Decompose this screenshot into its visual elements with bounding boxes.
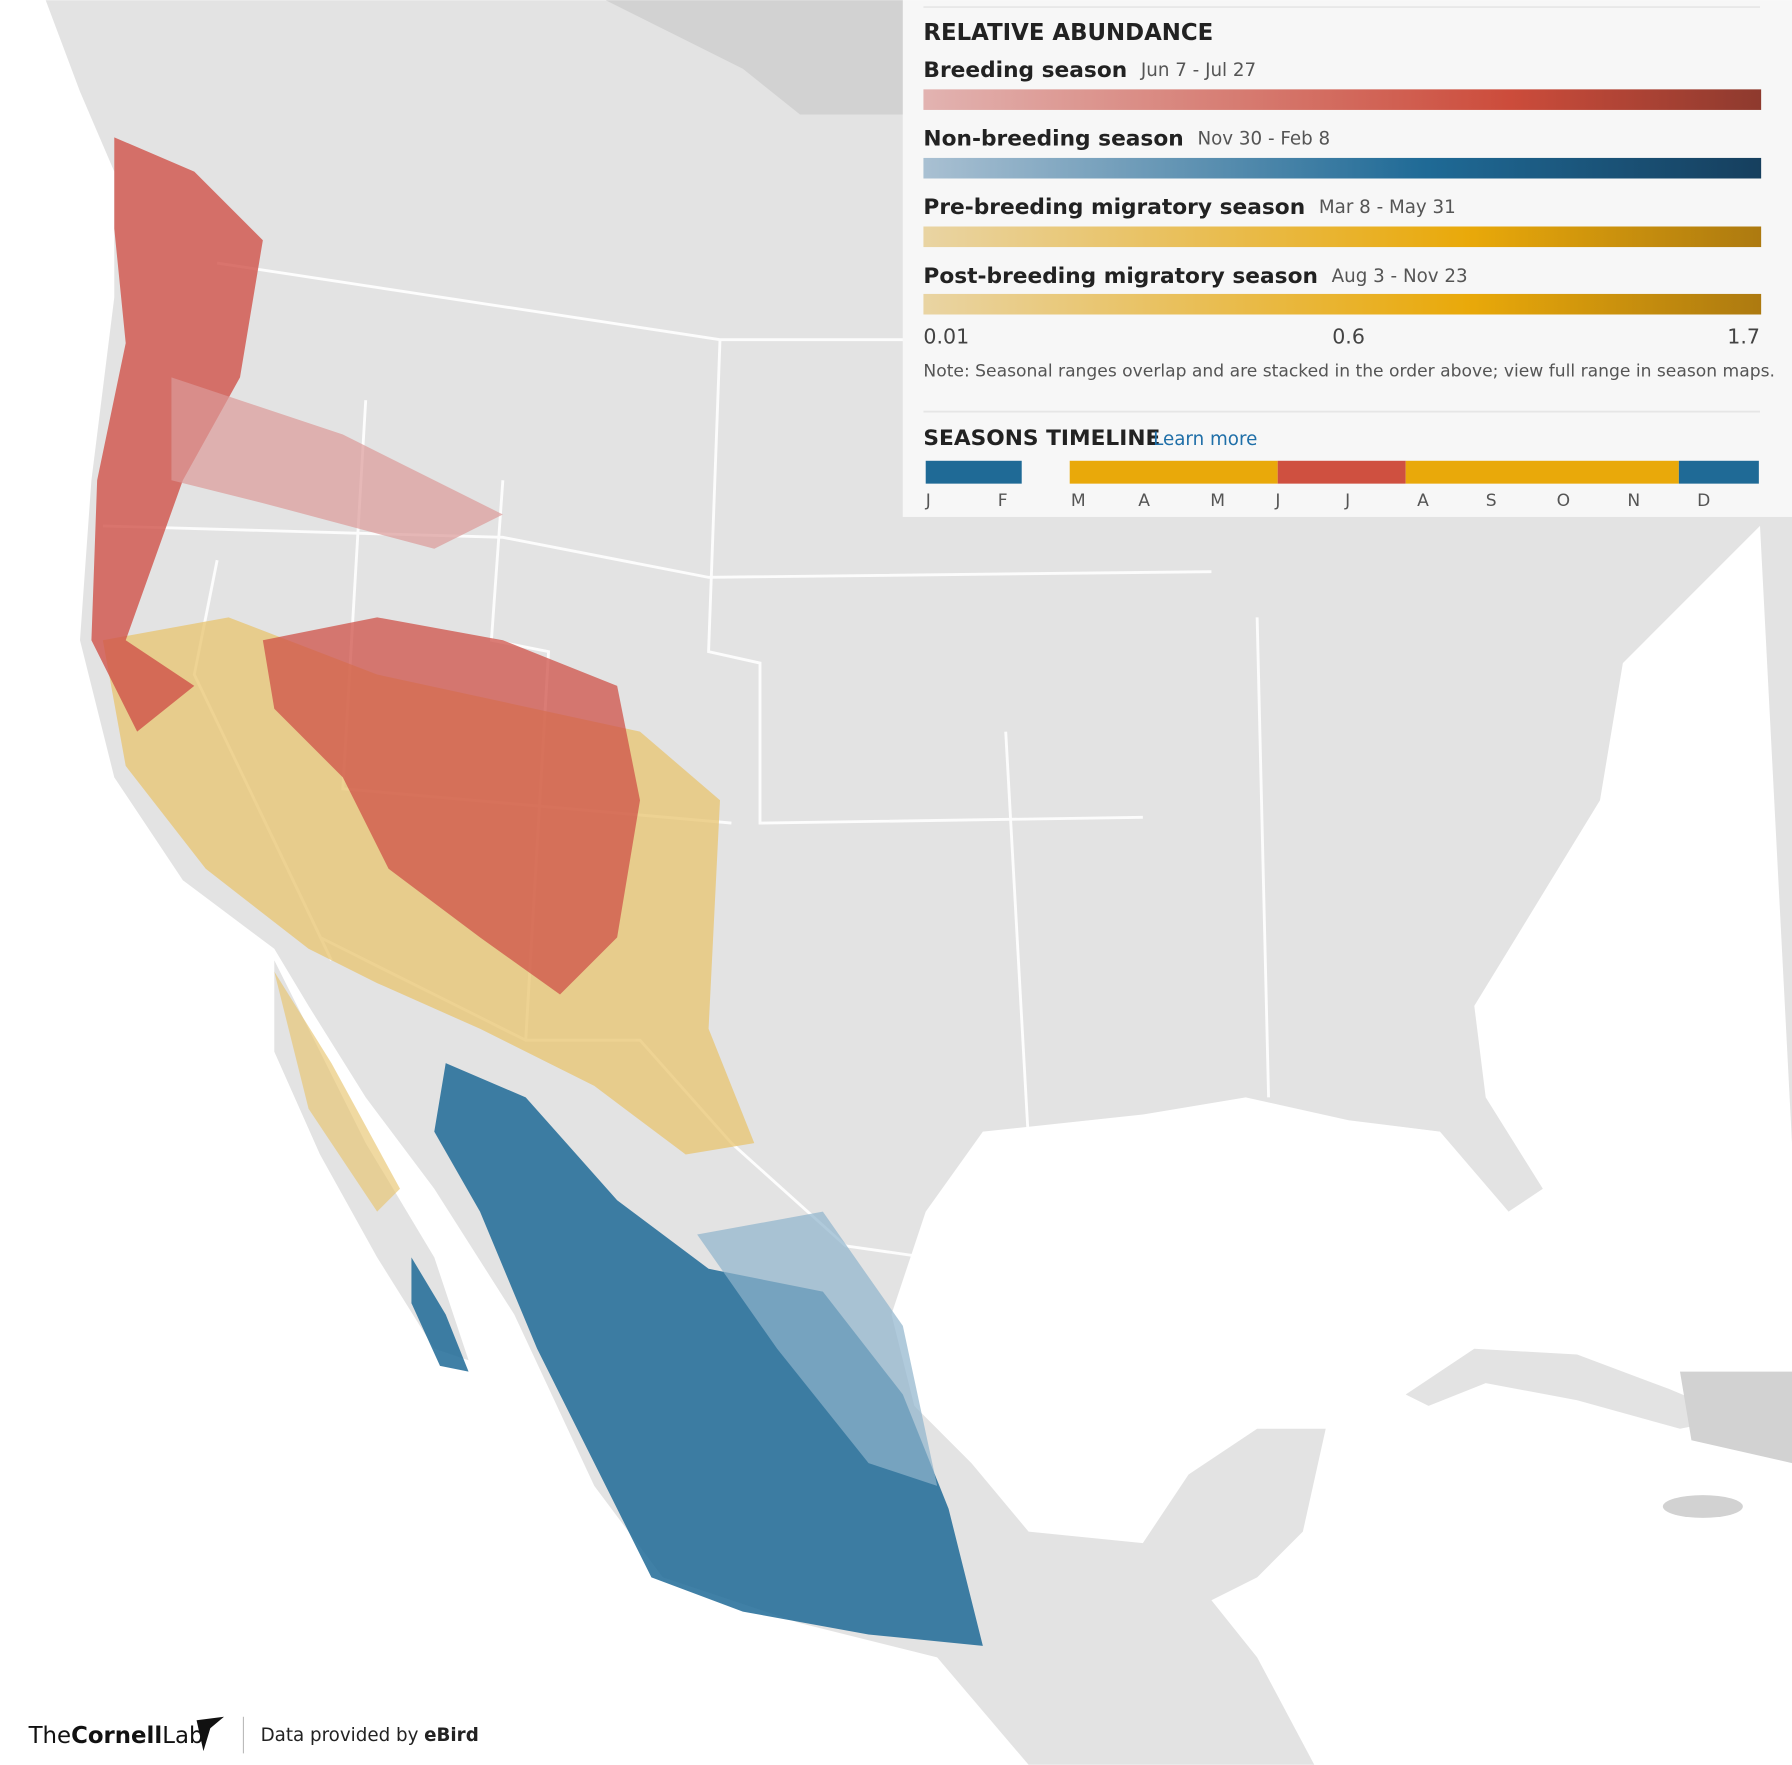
timeline-title: SEASONS TIMELINE bbox=[923, 426, 1160, 451]
scale-label: 0.01 bbox=[923, 324, 969, 348]
credit-text: Data provided by bbox=[261, 1725, 419, 1746]
scale-label: 1.7 bbox=[1727, 324, 1760, 348]
season-name: Pre-breeding migratory season bbox=[923, 195, 1305, 220]
legend-note: Note: Seasonal ranges overlap and are st… bbox=[923, 362, 1775, 382]
season-label: Breeding season Jun 7 - Jul 27 bbox=[923, 58, 1256, 83]
month-label: N bbox=[1627, 491, 1640, 511]
abundance-gradient bbox=[923, 89, 1762, 110]
logo-part: Lab bbox=[162, 1723, 203, 1749]
month-label: A bbox=[1138, 491, 1150, 511]
season-label: Non-breeding season Nov 30 - Feb 8 bbox=[923, 127, 1330, 152]
logo-part: Cornell bbox=[71, 1723, 162, 1749]
credit-source: eBird bbox=[424, 1725, 479, 1746]
abundance-gradient bbox=[923, 293, 1762, 315]
season-name: Non-breeding season bbox=[923, 127, 1183, 152]
season-dates: Nov 30 - Feb 8 bbox=[1197, 129, 1330, 150]
month-label: O bbox=[1557, 491, 1570, 511]
legend-panel: RELATIVE ABUNDANCE Breeding season Jun 7 … bbox=[902, 0, 1792, 517]
abundance-layer bbox=[91, 137, 983, 1646]
abundance-gradient bbox=[923, 226, 1762, 248]
season-dates: Aug 3 - Nov 23 bbox=[1332, 266, 1468, 287]
month-label: F bbox=[998, 491, 1008, 511]
cornell-logo: TheCornellLab bbox=[28, 1723, 204, 1749]
month-label: D bbox=[1697, 491, 1710, 511]
logo-part: The bbox=[28, 1723, 71, 1749]
timeline-segment bbox=[1069, 460, 1278, 484]
season-name: Breeding season bbox=[923, 58, 1127, 83]
month-label: J bbox=[1274, 491, 1280, 511]
season-label: Post-breeding migratory season Aug 3 - No… bbox=[923, 264, 1467, 289]
timeline-segment bbox=[925, 460, 1022, 484]
abundance-gradient bbox=[923, 157, 1762, 179]
timeline-segment bbox=[1678, 460, 1759, 484]
season-name: Post-breeding migratory season bbox=[923, 264, 1318, 289]
footer: TheCornellLab Data provided by eBird bbox=[28, 1716, 479, 1754]
season-label: Pre-breeding migratory season Mar 8 - May… bbox=[923, 195, 1455, 220]
legend-title: RELATIVE ABUNDANCE bbox=[923, 20, 1213, 46]
panel-bg bbox=[902, 0, 1792, 517]
timeline-segment bbox=[1405, 460, 1679, 484]
scale-label: 0.6 bbox=[1332, 324, 1365, 348]
timeline-bar bbox=[925, 460, 1759, 484]
season-dates: Mar 8 - May 31 bbox=[1319, 197, 1456, 218]
month-label: M bbox=[1210, 491, 1225, 511]
season-dates: Jun 7 - Jul 27 bbox=[1140, 60, 1256, 81]
learn-more-link[interactable]: Learn more bbox=[1153, 429, 1257, 450]
month-label: A bbox=[1417, 491, 1429, 511]
credit: Data provided by eBird bbox=[261, 1725, 479, 1746]
month-label: S bbox=[1486, 491, 1497, 511]
timeline-segment bbox=[1277, 460, 1406, 484]
month-label: J bbox=[1344, 491, 1350, 511]
month-label: J bbox=[925, 491, 931, 511]
logo-bird bbox=[196, 1716, 224, 1752]
month-label: M bbox=[1071, 491, 1086, 511]
